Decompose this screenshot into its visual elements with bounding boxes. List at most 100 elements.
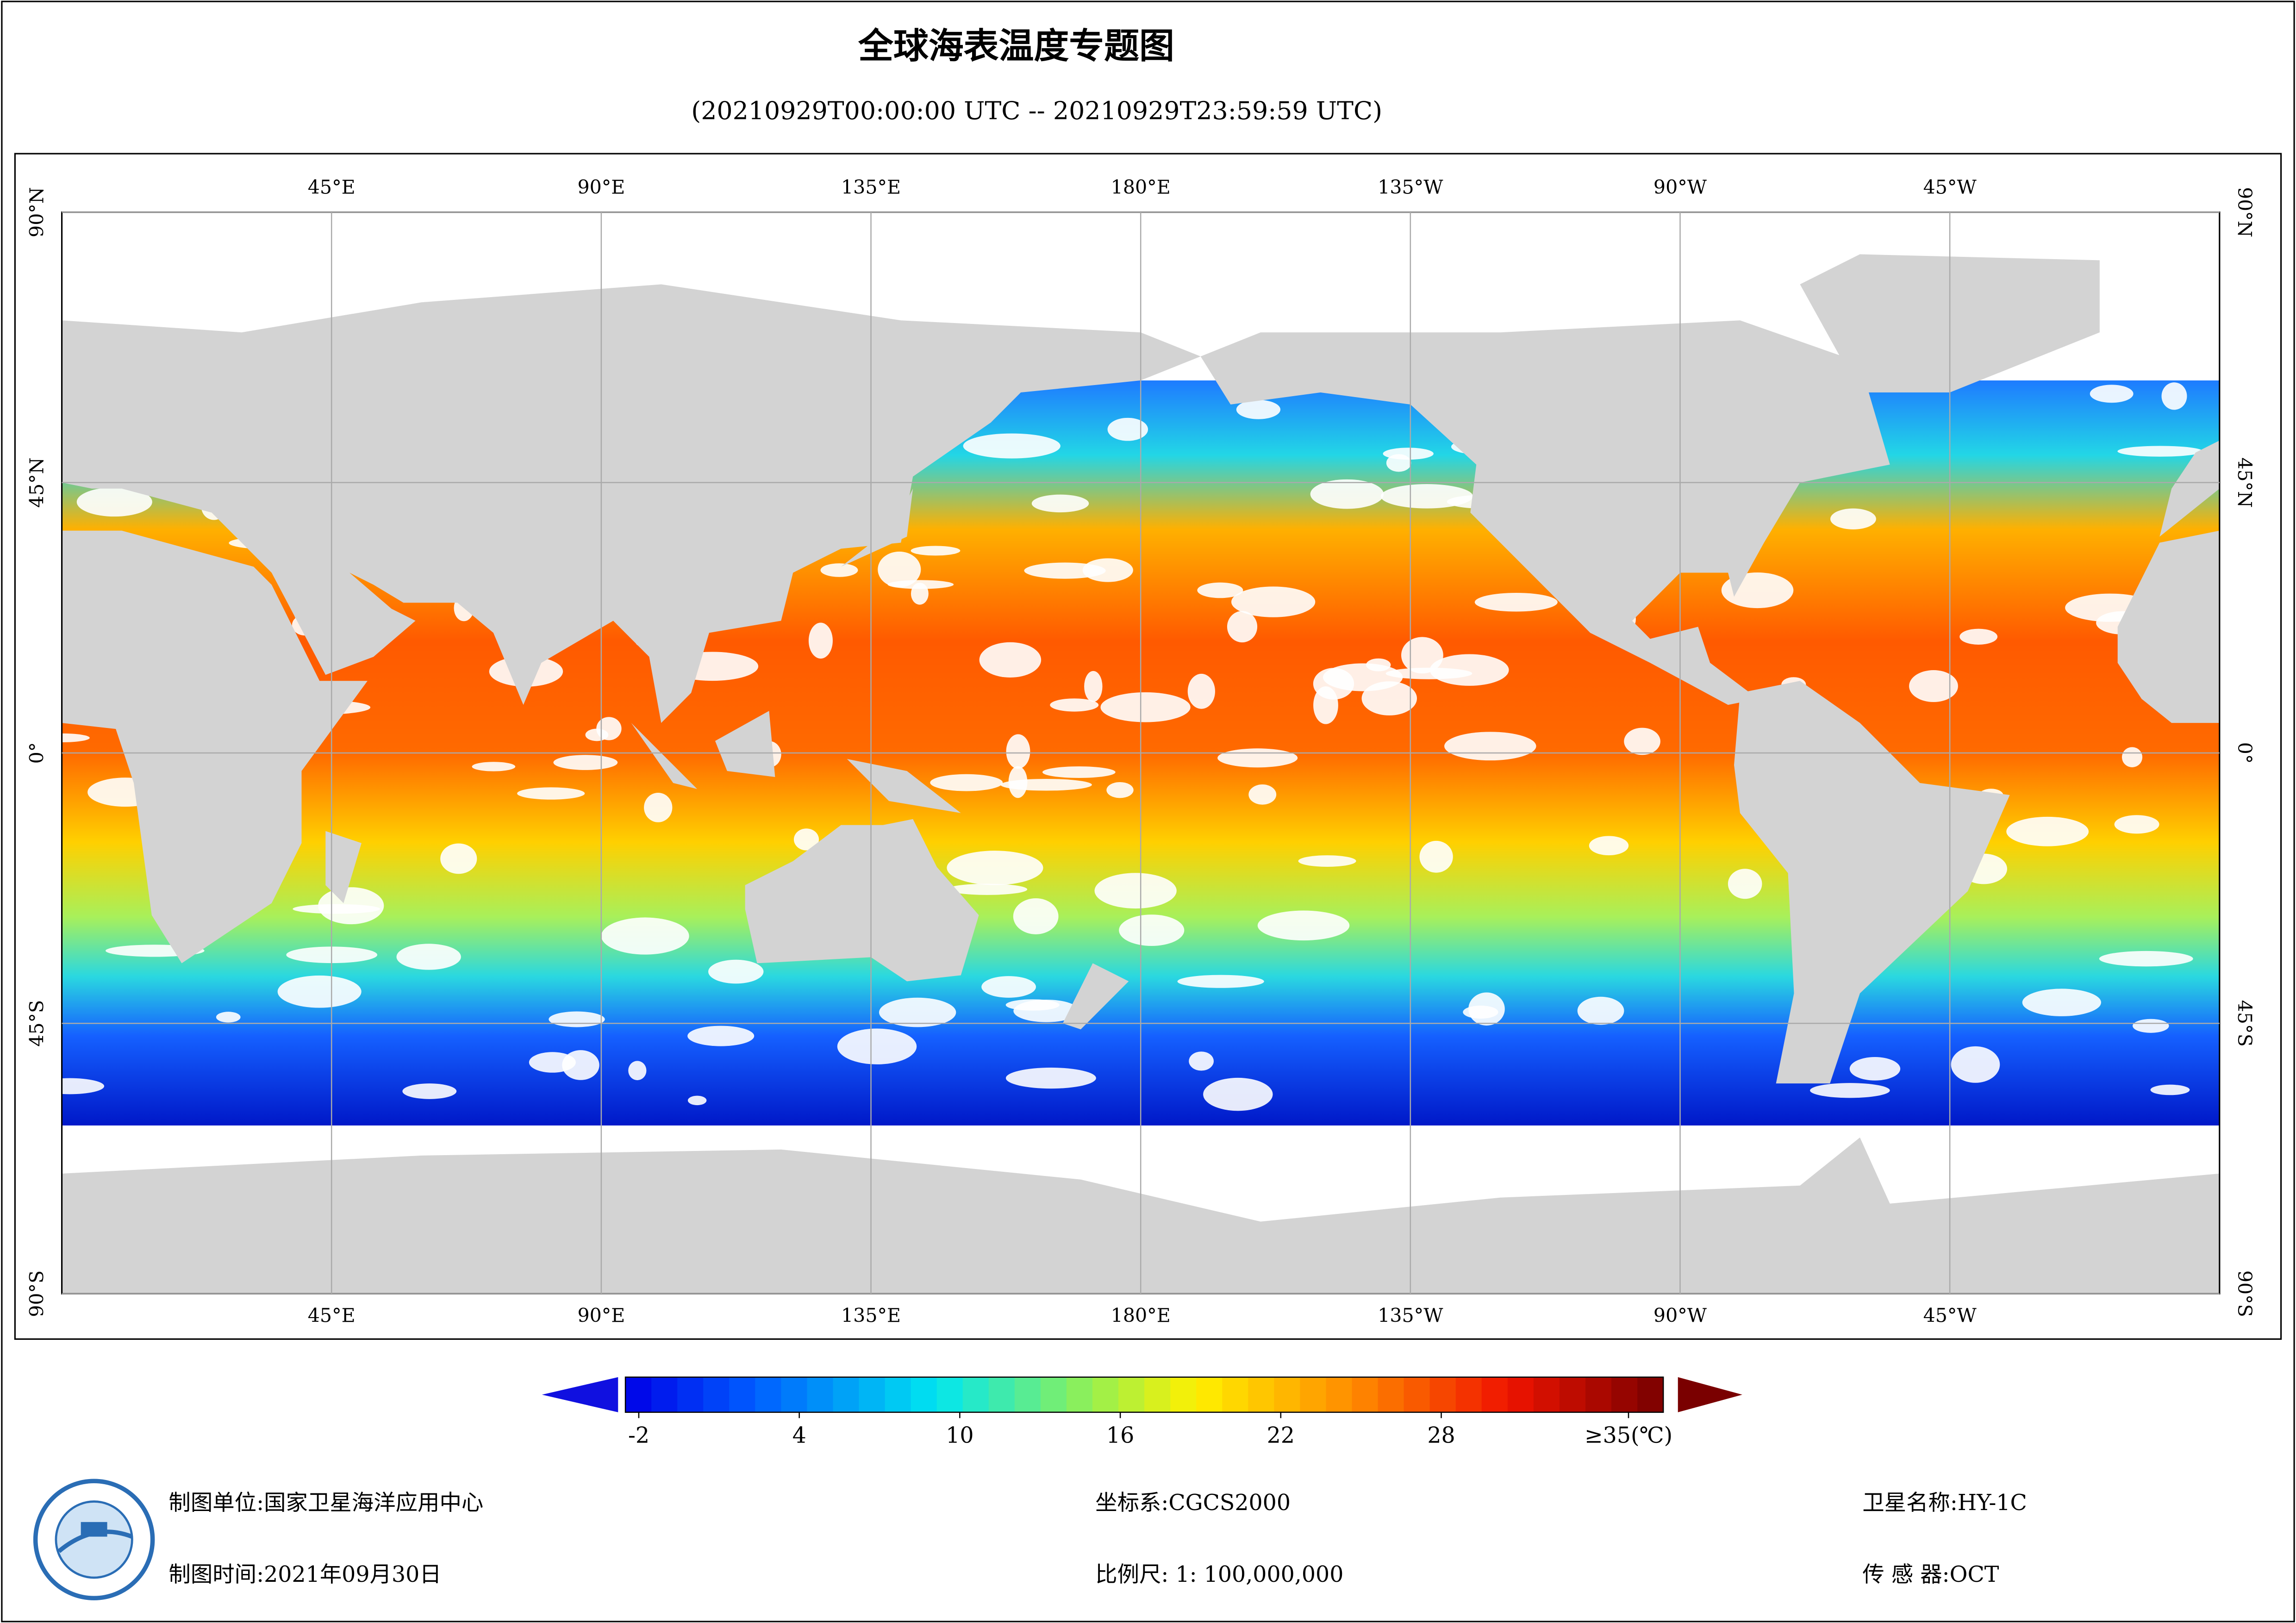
lon-label: 90°W — [1653, 176, 1707, 198]
cloud — [1257, 910, 1350, 941]
cloud — [1849, 1057, 1901, 1081]
cloud — [879, 997, 956, 1027]
colorbar-segment — [911, 1377, 937, 1412]
colorbar-label: 28 — [1427, 1423, 1455, 1448]
colorbar-segment — [1300, 1377, 1327, 1412]
colorbar-under-arrow — [542, 1377, 618, 1412]
colorbar-segment — [703, 1377, 730, 1412]
cloud — [930, 774, 1003, 791]
cloud — [216, 1012, 241, 1023]
colorbar-segment — [677, 1377, 704, 1412]
cloud — [1313, 686, 1338, 724]
cloud — [1005, 1067, 1096, 1089]
cloud — [947, 883, 1028, 895]
land — [745, 819, 979, 982]
cloud — [808, 622, 833, 659]
axes: 45°E 45°E 90°E 90°E 135°E 135°E 180°E 180°E 135°… — [25, 176, 2255, 1326]
lon-label: 45°E — [308, 1305, 356, 1327]
footer-crs: 坐标系:CGCS2000 — [1095, 1490, 1291, 1516]
lat-label: 0° — [2234, 742, 2256, 764]
cloud — [1298, 855, 1356, 867]
land — [62, 530, 368, 964]
colorbar-border — [624, 1376, 1664, 1413]
lon-label: 135°W — [1378, 1305, 1443, 1327]
cloud — [947, 851, 1043, 885]
footer-unit: 制图单位:国家卫星海洋应用中心 — [168, 1490, 483, 1516]
cloud — [1951, 1046, 2000, 1083]
cloud — [1419, 840, 1453, 873]
cloud — [1577, 996, 1624, 1025]
cloud — [1810, 1083, 1890, 1098]
cloud — [517, 787, 585, 800]
lon-label: 45°W — [1923, 176, 1977, 198]
cloud — [2090, 385, 2134, 403]
land — [2117, 530, 2220, 723]
colorbar-segment — [1507, 1377, 1534, 1412]
colorbar-label: 22 — [1267, 1423, 1295, 1448]
land — [841, 488, 913, 567]
cloud — [687, 1095, 707, 1106]
footer-time: 制图时间:2021年09月30日 — [168, 1562, 441, 1587]
colorbar-segment — [1585, 1377, 1612, 1412]
colorbar-segment — [1611, 1377, 1638, 1412]
colorbar-segment — [1559, 1377, 1586, 1412]
cloud — [1177, 975, 1264, 988]
colorbar-over-arrow — [1678, 1377, 1742, 1412]
logo — [33, 1479, 155, 1600]
cloud — [1463, 1005, 1498, 1019]
lat-label: 45°S — [25, 1000, 48, 1047]
cloud — [1380, 484, 1473, 509]
cloud — [1203, 1077, 1273, 1111]
cloud — [1197, 582, 1243, 598]
cloud — [1231, 586, 1316, 617]
lon-label: 135°W — [1378, 176, 1443, 198]
colorbar-segment — [1248, 1377, 1275, 1412]
cloud — [76, 487, 152, 517]
cloud — [277, 975, 362, 1008]
cloud — [549, 1011, 605, 1027]
cloud — [1084, 671, 1103, 702]
cloud — [1024, 562, 1106, 579]
cloud — [981, 976, 1036, 998]
lat-label: 90°N — [2234, 187, 2256, 237]
colorbar-segment — [1040, 1377, 1067, 1412]
cloud — [708, 959, 764, 984]
colorbar-segment — [833, 1377, 860, 1412]
cloud — [2150, 1084, 2190, 1095]
colorbar-segment — [781, 1377, 808, 1412]
cloud — [1189, 1051, 1214, 1071]
cloud — [1624, 728, 1660, 755]
colorbar-segment — [885, 1377, 911, 1412]
cloud — [2022, 989, 2101, 1016]
cloud — [1386, 454, 1411, 472]
lon-label: 90°E — [577, 1305, 625, 1327]
cloud — [1005, 999, 1060, 1011]
cloud — [2117, 446, 2203, 457]
land — [1734, 681, 2010, 1084]
colorbar-segment — [1014, 1377, 1041, 1412]
cloud — [402, 1083, 457, 1099]
land — [715, 711, 775, 777]
lat-label: 45°S — [2234, 1000, 2256, 1047]
colorbar-segment — [1637, 1377, 1664, 1412]
cloud — [644, 792, 673, 822]
cloud — [1107, 417, 1148, 441]
cloud — [2121, 747, 2143, 767]
cloud — [1031, 494, 1089, 513]
colorbar-segment — [1170, 1377, 1197, 1412]
cloud — [1013, 898, 1059, 934]
land — [62, 284, 1201, 723]
cloud — [793, 828, 819, 851]
cloud — [1401, 637, 1443, 674]
land — [2159, 440, 2220, 537]
colorbar-segment — [807, 1377, 834, 1412]
cloud — [1050, 698, 1099, 712]
colorbar-segment — [936, 1377, 963, 1412]
colorbar-segment — [859, 1377, 886, 1412]
cloud — [2114, 815, 2159, 834]
cloud — [1474, 592, 1558, 612]
land — [1062, 963, 1129, 1030]
lat-label: 90°S — [25, 1270, 48, 1317]
